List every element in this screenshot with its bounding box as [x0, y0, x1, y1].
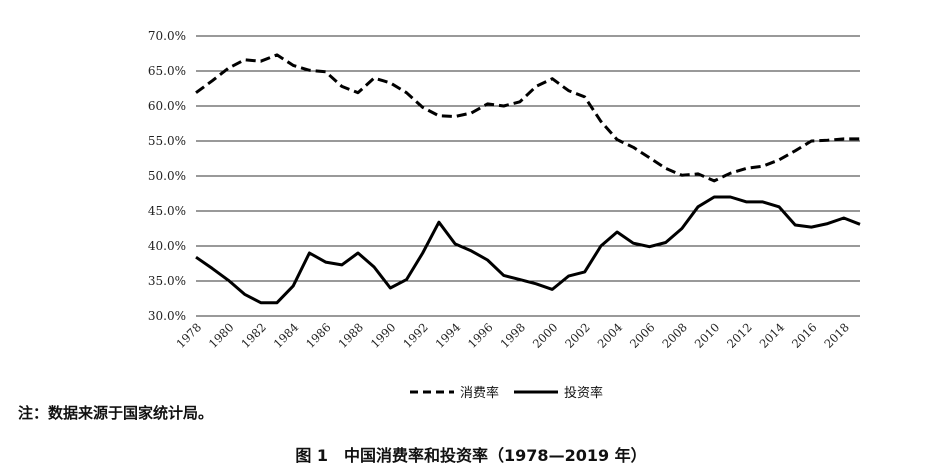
legend-label-0: 消费率	[460, 385, 499, 401]
x-tick-label: 2008	[659, 320, 690, 351]
x-tick-label: 2004	[595, 320, 626, 351]
x-tick-label: 1994	[433, 320, 464, 351]
y-tick-label: 60.0%	[148, 99, 186, 113]
x-tick-label: 2018	[821, 320, 852, 351]
investment-rate-line	[195, 195, 861, 305]
data-source-note: 注：数据来源于国家统计局。	[18, 404, 214, 422]
x-tick-label: 1996	[465, 320, 496, 351]
y-tick-label: 35.0%	[148, 274, 186, 288]
x-tick-label: 1982	[238, 320, 269, 351]
x-tick-label: 1992	[400, 320, 431, 351]
y-tick-label: 70.0%	[148, 29, 186, 43]
legend-label-1: 投资率	[564, 385, 603, 401]
x-tick-label: 2000	[530, 320, 561, 351]
x-axis-ticks: 1978 1980 1982 1984 1986 1988 1990 1992 1994 1996…	[174, 320, 852, 351]
y-tick-label: 55.0%	[148, 134, 186, 148]
figure-caption: 图 1 中国消费率和投资率（1978—2019 年）	[295, 446, 647, 465]
series-lines	[195, 53, 861, 305]
x-tick-label: 1980	[206, 320, 237, 351]
legend: 消费率 投资率	[410, 385, 603, 401]
x-tick-label: 1984	[271, 320, 302, 351]
gridlines	[196, 35, 860, 317]
x-tick-label: 1998	[497, 320, 528, 351]
consumption-rate-line	[195, 53, 860, 183]
y-tick-label: 40.0%	[148, 239, 186, 253]
y-tick-label: 30.0%	[148, 309, 186, 323]
y-axis-ticks: 30.0% 35.0% 40.0% 45.0% 50.0% 55.0% 60.0% 65.0%…	[148, 29, 186, 323]
y-tick-label: 65.0%	[148, 64, 186, 78]
x-tick-label: 2016	[789, 320, 820, 351]
x-tick-label: 2006	[627, 320, 658, 351]
x-tick-label: 2012	[724, 320, 755, 351]
x-tick-label: 2014	[757, 320, 788, 351]
x-tick-label: 1990	[368, 320, 399, 351]
x-tick-label: 2002	[562, 320, 593, 351]
y-tick-label: 50.0%	[148, 169, 186, 183]
x-tick-label: 1978	[174, 320, 205, 351]
x-tick-label: 1988	[335, 320, 366, 351]
x-tick-label: 1986	[303, 320, 334, 351]
x-tick-label: 2010	[692, 320, 723, 351]
y-tick-label: 45.0%	[148, 204, 186, 218]
